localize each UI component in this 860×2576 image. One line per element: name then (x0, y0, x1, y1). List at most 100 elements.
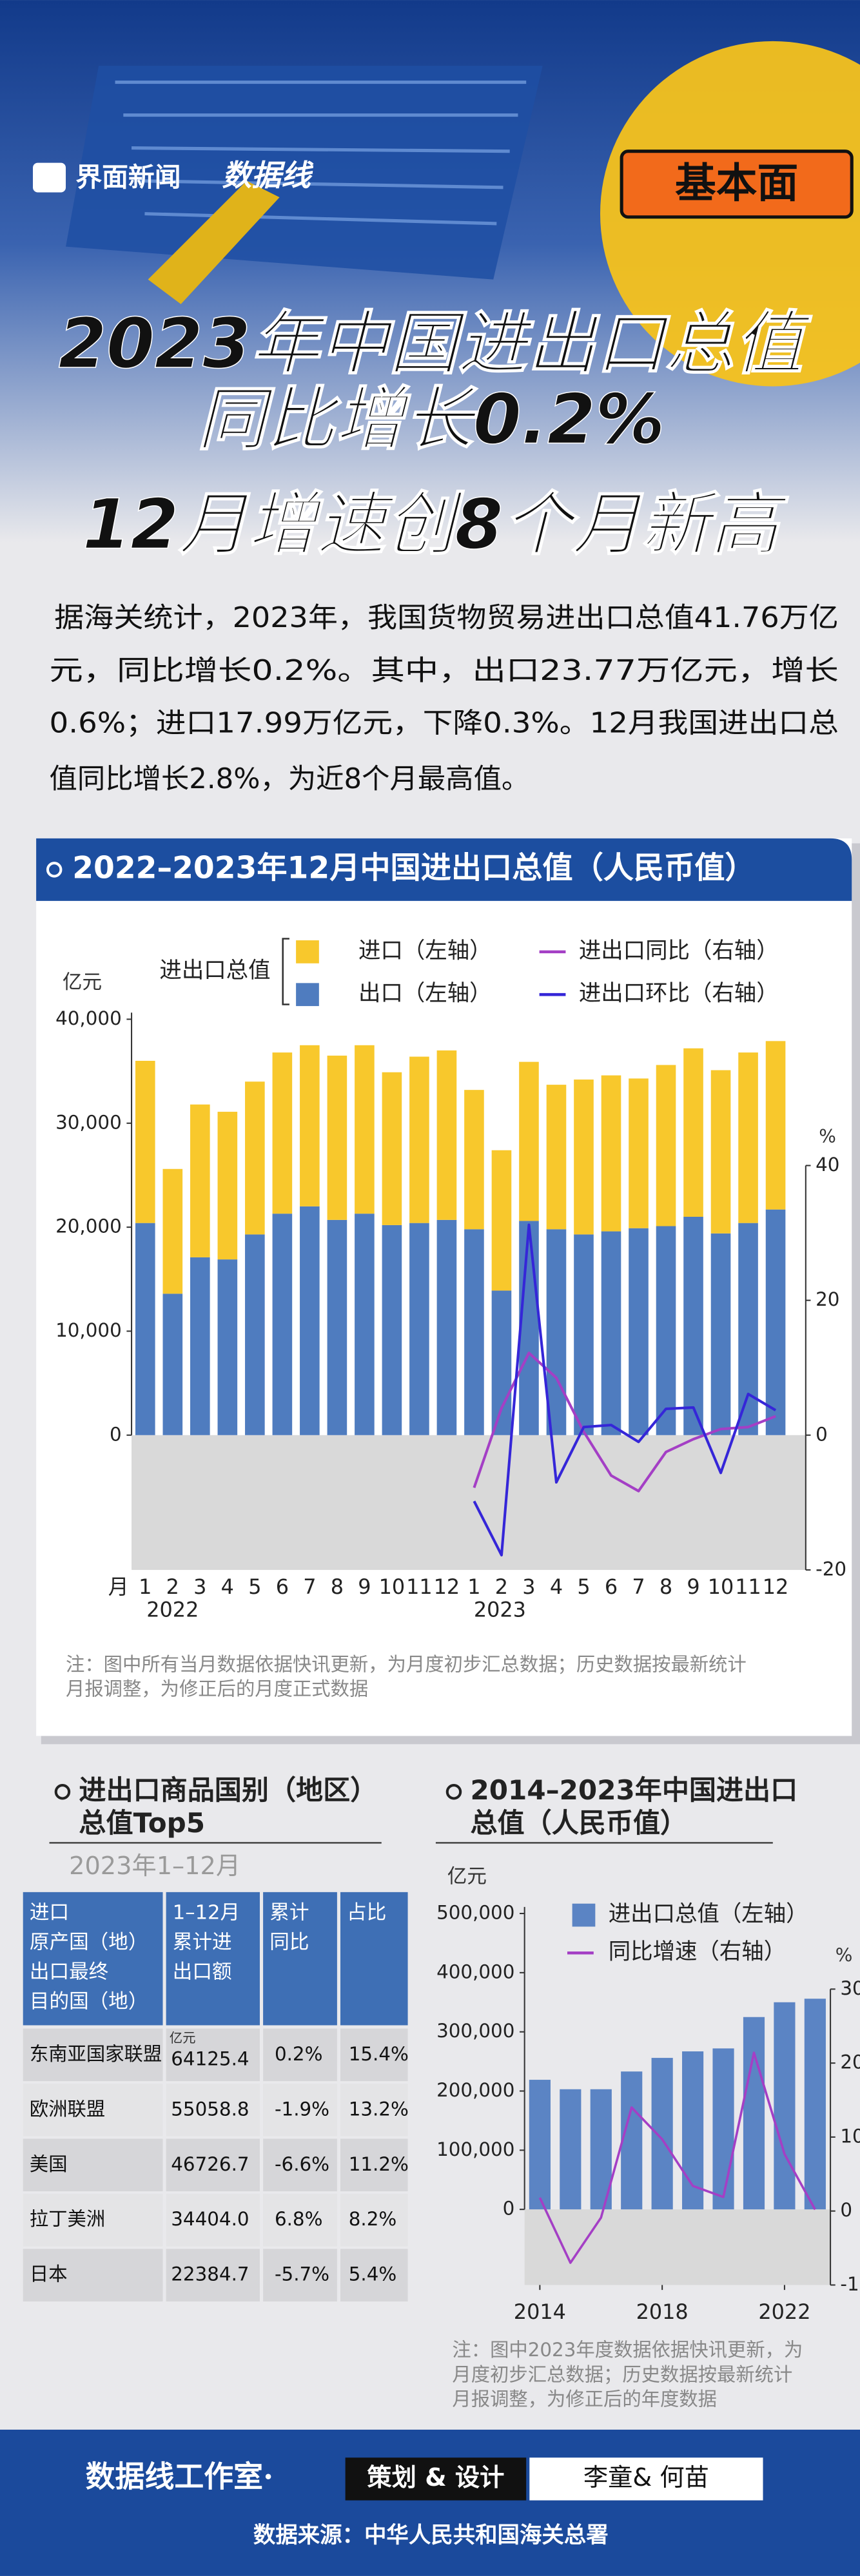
table-cell (166, 2138, 260, 2192)
x-tick-label: 11 (735, 1574, 761, 1599)
y2-tick-label: 0 (816, 1423, 828, 1445)
x-tick-label: 5 (248, 1574, 261, 1599)
intro-line: 元，同比增长0.2%。其中，出口23.77万亿元，增长 (50, 655, 839, 687)
container-lines (115, 81, 527, 226)
table-cell (340, 2193, 408, 2247)
y-tick-label: 300,000 (436, 2020, 514, 2042)
table-cell (23, 2028, 163, 2082)
y2-tick-label: -10 (840, 2273, 860, 2295)
table-cell-text: 13.2% (349, 2098, 409, 2120)
bar (464, 1229, 484, 1435)
x-tick-label: 2022 (758, 2300, 810, 2324)
table-cell (23, 2084, 163, 2136)
table-cell-text: 34404.0 (171, 2208, 249, 2230)
line-series (538, 2051, 816, 2264)
bullet (54, 1784, 71, 1800)
table-header-text: 进口 (30, 1902, 69, 1924)
authors: 李童& 何苗 (583, 2463, 709, 2492)
bar (804, 1999, 826, 2210)
x-tick-label: 2018 (636, 2300, 689, 2324)
legend-swatch (572, 1903, 596, 1927)
table-header-text: 累计进 (173, 1931, 232, 1953)
badge-text: 基本面 (675, 160, 798, 208)
bar (190, 1104, 210, 1257)
bar (382, 1072, 402, 1225)
y-tick-label: 200,000 (436, 2079, 514, 2101)
y2-tick-label: 10 (840, 2125, 860, 2147)
legend-label: 进出口环比（右轴） (579, 981, 779, 1007)
authors-box (529, 2457, 763, 2501)
x-tick-label: 5 (577, 1574, 590, 1599)
bar (682, 2051, 704, 2210)
x-tick-label: 4 (221, 1574, 234, 1599)
x-tick-label: 1 (467, 1574, 480, 1599)
bar (409, 1056, 429, 1223)
table-cell (263, 2193, 337, 2247)
bar (765, 1041, 786, 1210)
card-title-bar (36, 838, 852, 901)
container-decoration (66, 66, 543, 280)
x-tick-label: 6 (605, 1574, 618, 1599)
bar (601, 1231, 621, 1435)
table-cell (23, 2193, 163, 2247)
bar (765, 1209, 786, 1435)
bar (491, 1150, 512, 1291)
bar (217, 1112, 238, 1260)
y-tick-label: 10,000 (55, 1319, 122, 1341)
chart-title: 2014–2023年中国进出口 (470, 1774, 797, 1806)
x-tick-label: 12 (434, 1574, 460, 1599)
x-tick-label: 7 (632, 1574, 645, 1599)
bar (656, 1065, 676, 1226)
line-series (473, 1223, 777, 1556)
title-line: 2023年中国进出口总值 (59, 304, 813, 384)
table-header-text: 1–12月 (173, 1902, 240, 1924)
table-header-cell (340, 1892, 408, 2026)
table-cell (340, 2084, 408, 2136)
table-cell-text: 拉丁美洲 (30, 2208, 105, 2230)
bar (743, 2017, 765, 2210)
table-cell (340, 2138, 408, 2192)
bar (135, 1223, 155, 1435)
bar (436, 1050, 457, 1220)
bar (355, 1045, 375, 1214)
bar (712, 2048, 734, 2210)
y-tick-label: 0 (110, 1423, 122, 1445)
y2-tick-label: 0 (840, 2199, 852, 2221)
title-line: 12月增速创8个月新高 (83, 485, 789, 565)
table-cell-text: 5.4% (349, 2263, 397, 2285)
badge (620, 150, 854, 219)
x-tick-label: 9 (687, 1574, 699, 1599)
y-axis-label: 亿元 (447, 1865, 487, 1888)
table-cell-text: 55058.8 (171, 2098, 249, 2120)
table-cell-text: 11.2% (349, 2153, 409, 2175)
table-header-cell (263, 1892, 337, 2026)
x-tick-label: 3 (522, 1574, 535, 1599)
bar (560, 2089, 581, 2210)
title-line: 同比增长0.2% (197, 380, 665, 460)
bullet (46, 862, 63, 878)
table-cell-text: 22384.7 (171, 2263, 249, 2285)
bar (382, 1225, 402, 1435)
y2-tick-label: 40 (816, 1154, 839, 1176)
table-cell-text: -6.6% (275, 2153, 329, 2175)
table-cell (263, 2028, 337, 2082)
bar (135, 1060, 155, 1223)
note: 注：图中2023年度数据依据快讯更新，为 (452, 2339, 803, 2361)
year-label: 2023 (474, 1598, 526, 1622)
brand-icon (33, 162, 66, 193)
table-period: 2023年1–12月 (69, 1852, 240, 1881)
studio: 数据线工作室· (86, 2459, 273, 2494)
footer (0, 2429, 860, 2576)
table-cell-text: 东南亚国家联盟 (30, 2043, 162, 2065)
table-header-text: 目的国（地） (30, 1990, 148, 2013)
table-cell-text: 6.8% (275, 2208, 323, 2230)
table-cell-text: 46726.7 (171, 2153, 249, 2175)
table-cell-text: 0.2% (275, 2043, 323, 2065)
y2-tick-label: 30 (840, 1977, 860, 1999)
bar (683, 1048, 703, 1217)
negative-area (524, 2209, 831, 2285)
note: 月报调整，为修正后的年度数据 (452, 2388, 717, 2410)
bar (327, 1055, 347, 1220)
x-tick-label: 7 (303, 1574, 316, 1599)
bar (621, 2071, 643, 2210)
